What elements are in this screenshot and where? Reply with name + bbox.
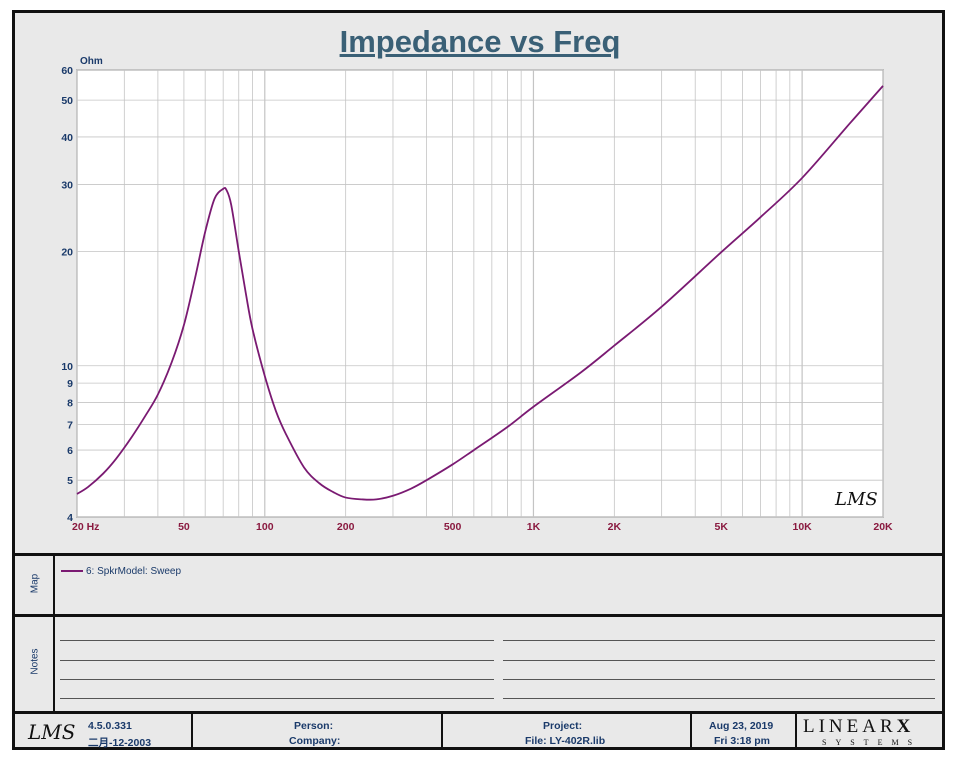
notes-line: [60, 640, 494, 641]
notes-line: [60, 679, 494, 680]
y-tick-label: 20: [61, 246, 73, 258]
time-text: Fri 3:18 pm: [714, 735, 771, 747]
separator-notes-footer: [12, 711, 945, 714]
project-label: Project:: [543, 720, 583, 732]
y-tick-label: 5: [67, 475, 73, 487]
x-tick-label: 200: [337, 521, 355, 533]
series-group: [76, 85, 884, 501]
notes-line: [60, 698, 494, 699]
chart-title: Impedance vs Freq: [339, 24, 621, 59]
separator-map-notes: [12, 614, 945, 617]
x-tick-label: 100: [256, 521, 274, 533]
x-tick-label: 50: [178, 521, 190, 533]
legend-entry: 6: SpkrModel: Sweep: [86, 566, 182, 577]
company-label: Company:: [289, 735, 341, 747]
version-text: 4.5.0.331: [88, 720, 132, 732]
y-tick-label: 50: [61, 95, 73, 107]
y-axis-unit-label: Ohm: [80, 56, 103, 67]
y-tick-label: 6: [67, 445, 73, 457]
x-tick-label: 1K: [527, 521, 541, 533]
x-tick-label: 500: [444, 521, 462, 533]
notes-line: [60, 660, 494, 661]
notes-side-divider: [53, 617, 55, 711]
y-tick-label: 40: [61, 132, 73, 144]
y-tick-label: 60: [61, 65, 73, 77]
footer-divider: [191, 714, 193, 750]
lms-logo: LMS: [28, 720, 76, 744]
x-tick-label: 2K: [608, 521, 622, 533]
linearx-logo-main: LINEAR: [803, 716, 897, 737]
separator-chart-map: [12, 553, 945, 556]
notes-line: [503, 698, 935, 699]
date-text: Aug 23, 2019: [709, 720, 774, 732]
notes-line: [503, 640, 935, 641]
y-tick-label: 4: [67, 512, 73, 524]
x-tick-label: 20K: [873, 521, 893, 533]
x-tick-label: 5K: [715, 521, 729, 533]
build-date-text: 二月-12-2003: [88, 737, 152, 749]
footer-divider: [690, 714, 692, 750]
y-tick-label: 8: [67, 398, 73, 410]
y-tick-label: 9: [67, 378, 73, 390]
legend-swatch: [61, 570, 83, 572]
x-tick-labels: 20 Hz 50 100 200 500 1K 2K 5K 10K 20K: [72, 521, 893, 533]
y-tick-labels: 60 50 40 30 20 10 9 8 7 6 5 4: [61, 65, 73, 524]
x-tick-label: 10K: [792, 521, 812, 533]
y-tick-label: 10: [61, 361, 73, 373]
person-label: Person:: [294, 720, 334, 732]
linearx-logo-x: X: [896, 716, 911, 737]
grid-lines: [76, 69, 884, 518]
notes-line: [503, 679, 935, 680]
lms-watermark: LMS: [834, 489, 878, 510]
footer-divider: [795, 714, 797, 750]
notes-label: Notes: [29, 648, 41, 675]
x-tick-label: 20 Hz: [72, 521, 99, 533]
map-label: Map: [29, 573, 41, 594]
footer-divider: [441, 714, 443, 750]
linearx-logo: LINEARX: [803, 716, 910, 738]
impedance-chart: 60 50 40 30 20 10 9 8 7 6 5 4 20 Hz 50 100 200 500 1K 2K 5…: [61, 56, 893, 533]
y-tick-label: 30: [61, 179, 73, 191]
map-side-divider: [53, 556, 55, 614]
y-tick-label: 7: [67, 420, 73, 432]
linearx-logo-subtitle: SYSTEMS: [822, 738, 922, 747]
notes-line: [503, 660, 935, 661]
series-line: [76, 85, 884, 501]
file-label: File: LY-402R.lib: [525, 735, 606, 747]
